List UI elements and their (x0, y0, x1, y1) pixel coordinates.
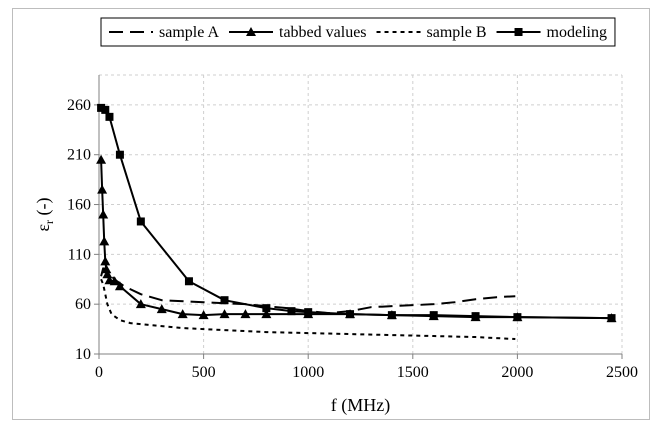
series-tabbed-values (96, 154, 617, 323)
data-point (99, 236, 110, 246)
data-point (101, 264, 112, 274)
data-point (513, 313, 522, 322)
legend-marker (514, 28, 523, 36)
data-point (105, 112, 114, 121)
data-point (429, 311, 438, 320)
data-point (177, 309, 188, 319)
data-point (262, 304, 271, 313)
gridlines (99, 74, 623, 354)
data-point (471, 312, 480, 321)
series-sample-A (100, 267, 516, 315)
data-point (97, 184, 108, 194)
legend-label: tabbed values (279, 24, 367, 41)
data-point (184, 277, 193, 286)
data-point (219, 309, 230, 319)
data-point (136, 217, 145, 226)
y-tick-label: 210 (67, 147, 91, 164)
data-point (97, 103, 106, 112)
y-tick-labels: 10 60 110 160 210 260 (67, 97, 91, 363)
chart-frame: 10 60 110 160 210 260 0 500 1000 1500 2000 2500 f … (12, 8, 650, 420)
data-point (287, 307, 296, 316)
y-tick-label: 60 (75, 296, 91, 313)
x-tick-label: 2500 (606, 364, 638, 381)
data-point (98, 209, 109, 219)
data-point (198, 310, 209, 320)
data-point (261, 309, 272, 319)
series-line (100, 267, 516, 315)
data-point (346, 310, 355, 319)
series-modeling (97, 103, 616, 323)
x-tick-label: 500 (192, 364, 216, 381)
data-point (607, 314, 616, 323)
data-point (114, 281, 125, 291)
y-axis-title-suffix: (-) (33, 197, 54, 219)
legend-label: sample A (159, 24, 219, 41)
legend-marker (246, 27, 256, 36)
data-point (135, 299, 146, 309)
x-tick-label: 1000 (292, 364, 324, 381)
y-axis-title-symbol: ε (33, 224, 53, 232)
series-line (100, 278, 516, 341)
data-point (156, 304, 167, 314)
series-layer (96, 103, 617, 341)
data-point (115, 150, 124, 159)
y-axis-title-subscript: r (42, 220, 56, 224)
legend-label: modeling (547, 24, 607, 41)
y-tick-label: 10 (75, 346, 91, 363)
data-point (96, 154, 107, 164)
x-tick-labels: 0 500 1000 1500 2000 2500 (95, 364, 638, 381)
legend: sample A tabbed values sample B modeling (100, 17, 616, 47)
legend-label: sample B (427, 24, 487, 41)
series-line (100, 106, 612, 320)
line-chart: 10 60 110 160 210 260 0 500 1000 1500 2000 2500 f … (33, 17, 638, 416)
x-tick-label: 1500 (397, 364, 429, 381)
y-tick-label: 160 (67, 197, 91, 214)
data-point (100, 256, 111, 266)
data-point (101, 105, 110, 114)
tick-marks (94, 104, 623, 359)
data-point (220, 296, 229, 305)
y-tick-label: 110 (68, 246, 91, 263)
series-sample-B (100, 278, 516, 341)
x-tick-label: 0 (95, 364, 103, 381)
data-point (109, 276, 120, 286)
data-point (304, 308, 313, 317)
x-tick-label: 2000 (501, 364, 533, 381)
data-point (240, 309, 251, 319)
y-tick-label: 260 (67, 97, 91, 114)
data-point (387, 311, 396, 320)
series-line (100, 159, 612, 320)
x-axis-title: f (MHz) (331, 395, 390, 416)
axes (98, 75, 622, 355)
y-axis-title: εr (-) (33, 197, 56, 231)
